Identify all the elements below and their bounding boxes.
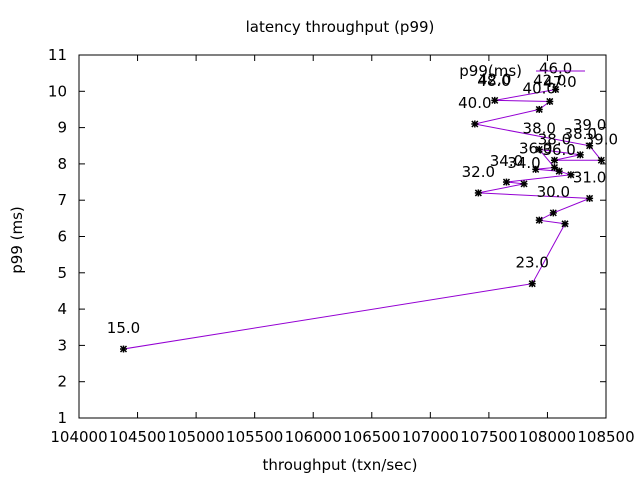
x-tick-label: 107000 [402, 428, 459, 446]
data-point [502, 178, 510, 186]
data-label: 38.0 [523, 119, 556, 137]
data-point [567, 171, 575, 179]
y-tick-label: 9 [57, 119, 67, 137]
data-label: 31.0 [573, 168, 606, 186]
x-tick-label: 108000 [519, 428, 576, 446]
data-point [550, 156, 559, 164]
data-label: 42.0 [478, 70, 511, 88]
x-tick-label: 107500 [460, 428, 517, 446]
data-point [549, 209, 557, 217]
chart-title: latency throughput (p99) [246, 18, 435, 36]
data-label: 40.0 [458, 94, 491, 112]
data-point [552, 85, 560, 94]
x-tick-label: 106500 [343, 428, 400, 446]
x-tick-label: 104000 [50, 428, 107, 446]
y-tick-label: 7 [57, 191, 67, 209]
data-label: 23.0 [516, 254, 549, 272]
data-label: 39.0 [573, 116, 606, 134]
data-label: 34.0 [490, 152, 523, 170]
data-point [474, 189, 482, 197]
data-point [561, 220, 569, 228]
data-label: 38.0 [538, 130, 571, 148]
data-point [535, 145, 543, 153]
data-point [576, 151, 584, 159]
data-label: 42.0 [533, 71, 566, 89]
plot-frame [78, 54, 607, 419]
data-point [491, 96, 499, 104]
y-tick-label: 3 [57, 336, 67, 354]
data-point [119, 345, 128, 353]
y-tick-label: 6 [57, 228, 67, 246]
data-point [535, 216, 543, 224]
data-label: 36.0 [519, 139, 552, 157]
y-tick-label: 11 [48, 46, 67, 64]
data-point [597, 156, 605, 164]
y-tick-label: 1 [57, 409, 67, 427]
x-tick-label: 106000 [285, 428, 342, 446]
data-label: 39.0 [585, 130, 618, 148]
data-label: 15.0 [107, 319, 140, 337]
y-axis-title: p99 (ms) [8, 206, 26, 274]
data-labels-layer: 15.023.030.031.032.034.034.036.036.038.0… [107, 59, 618, 337]
data-label: 40.0 [523, 79, 556, 97]
data-point [528, 280, 536, 288]
y-tick-label: 4 [57, 300, 67, 318]
data-label: 34.0 [507, 154, 540, 172]
data-label: 48.0 [477, 72, 510, 90]
y-tick-label: 5 [57, 264, 67, 282]
data-label: 47.0 [543, 73, 576, 91]
y-tick-label: 2 [57, 373, 67, 391]
x-tick-label: 105000 [167, 428, 224, 446]
x-tick-label: 108500 [577, 428, 634, 446]
x-tick-label: 105500 [226, 428, 283, 446]
data-label: 30.0 [537, 183, 570, 201]
data-point [520, 180, 528, 188]
x-axis: 104000 104500 105000 105500 106000 106500 1070… [50, 55, 635, 446]
data-label: 36.0 [542, 141, 575, 159]
data-label: 32.0 [462, 163, 495, 181]
y-tick-label: 10 [48, 82, 67, 100]
x-tick-label: 104500 [109, 428, 166, 446]
data-point [550, 163, 559, 172]
legend-entry-label: p99(ms) [459, 62, 522, 80]
y-axis: 1 2 3 4 5 6 7 8 9 10 11 [48, 46, 606, 427]
data-label: 46.0 [539, 59, 572, 77]
data-point [546, 97, 554, 105]
series-layer [119, 85, 605, 353]
data-point [532, 165, 540, 173]
data-point [471, 120, 479, 128]
y-tick-label: 8 [57, 155, 67, 173]
data-point [586, 142, 594, 150]
data-point [535, 105, 543, 113]
legend: p99(ms) [459, 62, 585, 80]
x-axis-title: throughput (txn/sec) [263, 456, 418, 474]
data-point [586, 194, 594, 202]
data-label: 38.0 [564, 125, 597, 143]
